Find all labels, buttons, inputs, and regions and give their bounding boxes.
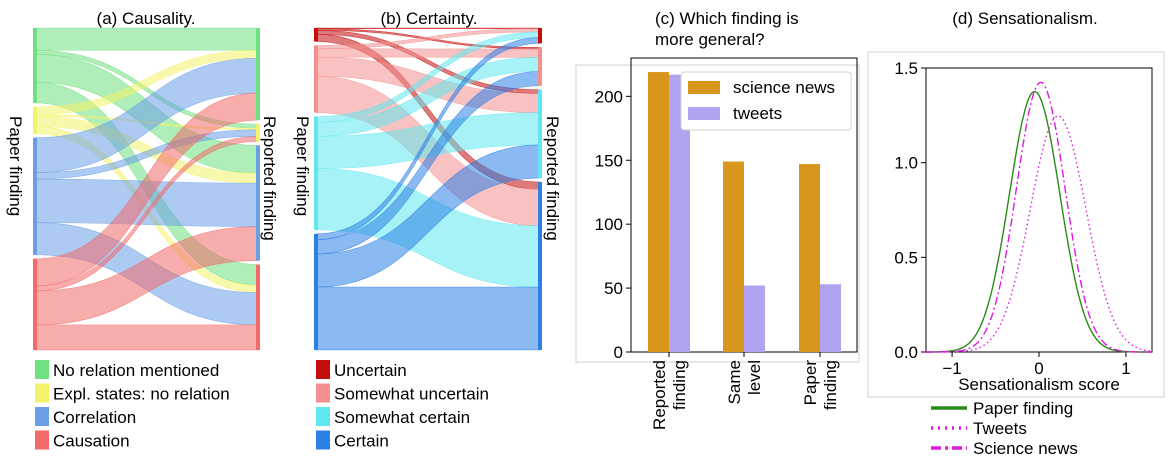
panel-b-title: (b) Certainty. <box>381 9 478 28</box>
panel-d-title: (d) Sensationalism. <box>952 9 1098 28</box>
flow-link <box>315 286 541 351</box>
legend-swatch <box>316 383 330 403</box>
legend-label: Uncertain <box>334 361 407 380</box>
legend-label: Correlation <box>53 408 136 427</box>
y-tick-label: 150 <box>595 151 623 170</box>
panel-a-causality: (a) Causality. Paper finding Reported fi… <box>6 9 279 451</box>
panel-b-left-label: Paper finding <box>293 116 312 216</box>
bar-tweets <box>669 74 690 352</box>
flow-link <box>315 27 541 29</box>
left-node <box>33 28 37 103</box>
legend-label: Paper finding <box>973 399 1073 418</box>
left-node <box>314 28 318 42</box>
panel-b-right-label: Reported finding <box>543 116 562 241</box>
x-tick-label: −1 <box>942 359 961 378</box>
legend-swatch <box>688 81 720 94</box>
right-node <box>538 89 542 179</box>
legend-label: No relation mentioned <box>53 361 219 380</box>
y-tick-label: 1.5 <box>894 59 918 78</box>
legend-label: tweets <box>733 104 782 123</box>
x-tick-label: finding <box>821 360 840 410</box>
flow-link <box>34 27 259 51</box>
legend-label: Certain <box>334 432 389 451</box>
right-node <box>538 47 542 86</box>
y-tick-label: 200 <box>595 87 623 106</box>
panel-a-right-label: Reported finding <box>260 116 279 241</box>
legend-swatch <box>316 407 330 426</box>
legend-swatch <box>35 360 49 379</box>
left-node <box>314 116 318 230</box>
x-tick-label: 1 <box>1121 359 1130 378</box>
flow-link <box>34 324 259 351</box>
y-tick-label: 0 <box>614 343 623 362</box>
panel-c-title-line1: (c) Which finding is <box>655 9 799 28</box>
legend-box <box>680 71 852 131</box>
left-node <box>33 106 37 134</box>
kde-line-paper-finding <box>926 90 1152 353</box>
panel-c-generality: (c) Which finding is more general? 0 50 10… <box>575 9 860 430</box>
causality-nodes <box>33 28 260 350</box>
y-tick-label: 1.0 <box>894 154 918 173</box>
y-tick-label: 0.0 <box>894 343 918 362</box>
x-tick-label: finding <box>670 360 689 410</box>
bar-tweets <box>820 284 841 352</box>
right-node <box>256 28 260 121</box>
legend-label: science news <box>733 78 835 97</box>
right-node <box>256 264 260 350</box>
panel-c-title-line2: more general? <box>655 30 765 49</box>
legend-swatch <box>35 383 49 403</box>
panel-b-certainty: (b) Certainty. Paper finding Reported fi… <box>293 9 562 451</box>
flow-link <box>34 136 259 292</box>
legend-swatch <box>35 407 49 426</box>
certainty-nodes <box>314 28 542 350</box>
x-axis-label: Sensationalism score <box>958 375 1120 394</box>
x-tick-label: Reported <box>650 360 669 430</box>
bar-tweets <box>744 285 765 352</box>
left-node <box>33 137 37 255</box>
x-tick-label: Paper <box>801 360 820 406</box>
panel-d-sensationalism: (d) Sensationalism. 0.0 0.5 1.0 1.5 −1 0 1Sens… <box>867 9 1165 458</box>
legend-swatch <box>688 107 720 120</box>
right-node <box>538 182 542 350</box>
panel-a-title: (a) Causality. <box>97 9 196 28</box>
x-tick-label: Same <box>725 360 744 404</box>
left-node <box>314 233 318 350</box>
left-node <box>33 258 37 350</box>
left-node <box>314 45 318 113</box>
panel-d-outer-frame <box>867 51 1165 398</box>
x-tick-label: 0 <box>1034 359 1043 378</box>
right-node <box>256 145 260 261</box>
bar-science-news <box>723 161 744 352</box>
legend-label: Science news <box>973 439 1078 458</box>
bar-science-news <box>648 72 669 353</box>
x-tick-label: level <box>745 360 764 395</box>
legend-swatch <box>316 430 330 450</box>
legend-label: Somewhat uncertain <box>334 385 489 404</box>
certainty-flows <box>315 27 541 351</box>
right-node <box>256 124 260 142</box>
causality-flows <box>34 27 259 351</box>
causality-legend: No relation mentioned Expl. states: no re… <box>35 360 230 451</box>
right-node <box>538 28 542 44</box>
kde-line-science-news <box>926 81 1152 353</box>
y-tick-label: 100 <box>595 215 623 234</box>
legend-label: Causation <box>53 432 130 451</box>
y-tick-label: 50 <box>604 279 623 298</box>
legend-label: Somewhat certain <box>334 408 470 427</box>
certainty-legend: Uncertain Somewhat uncertain Somewhat cert… <box>316 360 489 451</box>
bar-science-news <box>799 164 820 352</box>
legend-label: Tweets <box>973 419 1027 438</box>
legend-swatch <box>316 360 330 379</box>
legend-label: Expl. states: no relation <box>53 385 230 404</box>
panel-a-left-label: Paper finding <box>6 116 25 216</box>
y-tick-label: 0.5 <box>894 248 918 267</box>
legend-swatch <box>35 430 49 450</box>
